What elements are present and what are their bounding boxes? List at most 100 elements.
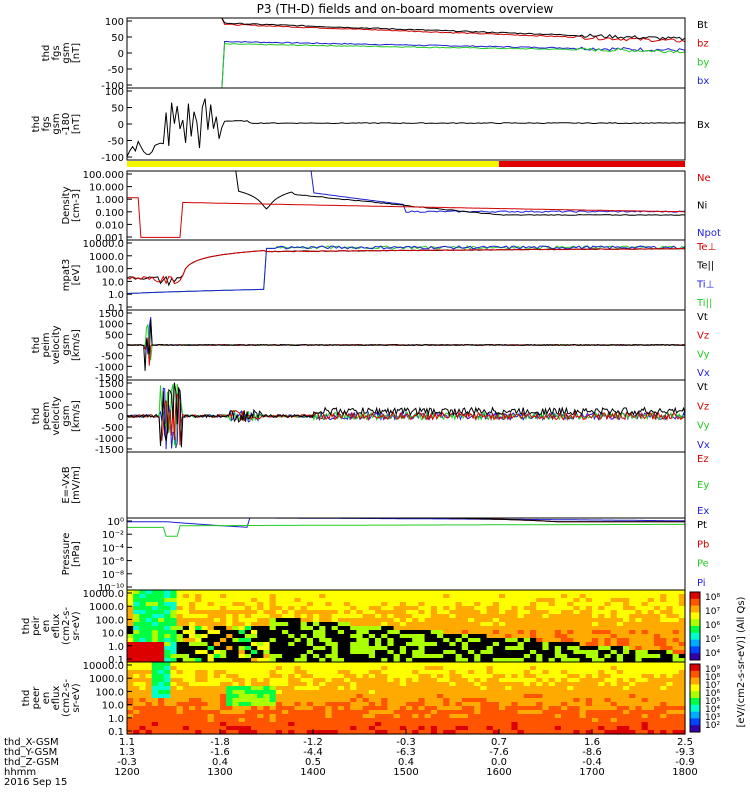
spectrogram-cell xyxy=(176,630,184,635)
spectrogram-cell xyxy=(461,722,469,727)
spectrogram-cell xyxy=(325,690,333,695)
spectrogram-cell xyxy=(257,598,264,603)
spectrogram-cell xyxy=(548,602,556,607)
spectrogram-cell xyxy=(517,646,525,651)
spectrogram-cell xyxy=(133,606,140,611)
spectrogram-cell xyxy=(151,590,159,595)
spectrogram-cell xyxy=(430,634,438,639)
spectrogram-cell xyxy=(536,658,543,663)
spectrogram-cell xyxy=(275,710,283,715)
spectrogram-cell xyxy=(430,702,438,707)
y-tick-label: 10⁻⁴ xyxy=(102,543,124,554)
spectrogram-cell xyxy=(437,710,444,715)
spectrogram-cell xyxy=(561,638,568,643)
spectrogram-cell xyxy=(412,718,419,723)
spectrogram-cell xyxy=(554,594,562,599)
spectrogram-cell xyxy=(158,690,165,695)
spectrogram-cell xyxy=(220,714,227,719)
spectrogram-cell xyxy=(610,682,618,687)
spectrogram-cell xyxy=(567,686,574,691)
spectrogram-cell xyxy=(598,706,605,711)
spectrogram-cell xyxy=(505,682,512,687)
spectrogram-cell xyxy=(486,594,494,599)
spectrogram-cell xyxy=(573,654,581,659)
spectrogram-cell xyxy=(393,626,401,631)
spectrogram-cell xyxy=(418,626,426,631)
spectrogram-cell xyxy=(275,722,283,727)
spectrogram-cell xyxy=(375,610,382,615)
spectrogram-cell xyxy=(201,670,209,675)
spectrogram-cell xyxy=(629,702,636,707)
spectrogram-cell xyxy=(523,706,531,711)
spectrogram-cell xyxy=(300,642,308,647)
spectrogram-cell xyxy=(350,594,357,599)
spectrogram-cell xyxy=(536,670,543,675)
spectrogram-cell xyxy=(418,714,426,719)
spectrogram-cell xyxy=(672,606,680,611)
spectrogram-cell xyxy=(182,658,190,663)
spectrogram-cell xyxy=(635,662,643,667)
spectrogram-cell xyxy=(362,650,370,655)
spectrogram-cell xyxy=(375,658,382,663)
spectrogram-cell xyxy=(455,606,463,611)
spectrogram-cell xyxy=(573,722,581,727)
spectrogram-cell xyxy=(598,718,605,723)
spectrogram-cell xyxy=(554,618,562,623)
spectrogram-cell xyxy=(430,610,438,615)
spectrogram-cell xyxy=(362,590,370,595)
spectrogram-cell xyxy=(660,702,667,707)
legend-Ti⊥: Ti⊥ xyxy=(696,279,714,290)
spectrogram-cell xyxy=(362,702,370,707)
spectrogram-cell xyxy=(164,590,171,595)
spectrogram-cell xyxy=(592,638,599,643)
spectrogram-cell xyxy=(412,666,419,671)
spectrogram-cell xyxy=(437,698,444,703)
spectrogram-cell xyxy=(523,730,531,735)
spectrogram-cell xyxy=(337,690,345,695)
spectrogram-cell xyxy=(629,654,636,659)
spectrogram-cell xyxy=(282,654,289,659)
spectrogram-cell xyxy=(251,670,258,675)
spectrogram-cell xyxy=(505,642,512,647)
spectrogram-cell xyxy=(598,646,605,651)
spectrogram-cell xyxy=(127,610,134,615)
spectrogram-cell xyxy=(282,690,289,695)
spectrogram-cell xyxy=(282,666,289,671)
spectrogram-cell xyxy=(151,646,159,651)
spectrogram-cell xyxy=(300,726,308,731)
spectrogram-cell xyxy=(623,678,630,683)
spectrogram-cell xyxy=(288,610,295,615)
spectrogram-cell xyxy=(542,674,550,679)
spectrogram-cell xyxy=(604,670,612,675)
spectrogram-cell xyxy=(127,718,134,723)
spectrogram-cell xyxy=(505,690,512,695)
spectrogram-cell xyxy=(499,602,506,607)
spectrogram-cell xyxy=(195,694,202,699)
spectrogram-cell xyxy=(474,710,481,715)
spectrogram-cell xyxy=(145,622,153,627)
spectrogram-cell xyxy=(127,614,134,619)
y-tick-label: 0.001 xyxy=(95,233,124,244)
spectrogram-cell xyxy=(275,598,283,603)
spectrogram-cell xyxy=(300,634,308,639)
spectrogram-cell xyxy=(567,622,574,627)
spectrogram-cell xyxy=(238,710,246,715)
spectrogram-cell xyxy=(604,634,612,639)
spectrogram-cell xyxy=(226,594,233,599)
spectrogram-cell xyxy=(623,646,630,651)
spectrogram-cell xyxy=(393,678,401,683)
spectrogram-cell xyxy=(424,654,432,659)
spectrogram-cell xyxy=(666,622,674,627)
spectrogram-cell xyxy=(170,678,178,683)
spectrogram-cell xyxy=(362,598,370,603)
spectrogram-cell xyxy=(480,626,488,631)
spectrogram-cell xyxy=(393,610,401,615)
spectrogram-cell xyxy=(170,602,178,607)
spectrogram-cell xyxy=(542,678,550,683)
spectrogram-cell xyxy=(226,710,233,715)
spectrogram-cell xyxy=(523,614,531,619)
spectrogram-cell xyxy=(362,706,370,711)
spectrogram-cell xyxy=(536,730,543,735)
spectrogram-cell xyxy=(313,602,320,607)
spectrogram-cell xyxy=(654,622,661,627)
